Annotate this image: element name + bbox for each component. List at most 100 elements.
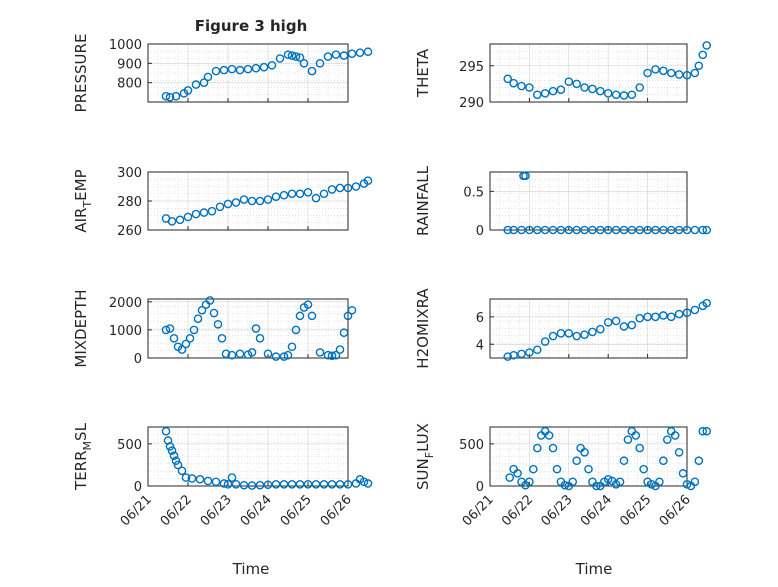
data-point [259,62,269,72]
y-label-subscript: F [423,452,436,458]
data-point [540,89,550,98]
data-point [603,474,613,484]
subplot-2: 290 295 THETA [414,41,712,111]
data-point [311,480,321,489]
data-point [532,90,542,100]
data-point [235,349,245,359]
x-tick-label: 06/25 [278,492,315,529]
plot-frame [147,43,349,103]
data-point [315,59,325,68]
data-point [552,464,562,474]
subplot-4: 0 0.5 RAINFALL [414,165,712,239]
data-point [659,456,668,466]
data-point [603,89,613,98]
data-point [203,476,213,486]
data-point [682,70,692,80]
data-point [580,447,589,457]
data-point [702,41,712,50]
data-point [619,91,629,100]
data-point [572,456,581,466]
data-point [351,182,361,191]
y-tick-label: 500 [459,438,484,453]
data-point [635,83,645,92]
data-point [295,311,305,321]
data-point [643,68,652,78]
data-point [183,86,193,95]
data-point [674,309,684,319]
data-point [363,479,373,488]
y-tick-label: 800 [117,77,142,92]
data-point [295,189,305,199]
plot-area [489,298,688,359]
x-axis-label-right: Time [575,560,613,578]
data-point [572,331,581,341]
data-point [532,345,542,355]
x-tick-label: 06/23 [539,492,576,529]
data-point [307,66,317,76]
data-point [548,443,558,453]
y-axis-label: THETA [414,48,432,98]
data-point [690,68,700,78]
data-point [347,305,357,315]
data-point [635,313,645,323]
data-point [335,183,345,193]
data-point [698,225,708,235]
y-tick-label: 0 [134,352,142,367]
data-point [165,442,175,451]
data-point [698,426,708,436]
y-label-main: THETA [414,48,432,98]
data-point [239,480,249,490]
x-tick-label: 06/26 [318,492,355,529]
x-tick-label: 06/21 [118,492,155,529]
plot-frame [489,298,688,359]
y-tick-label: 300 [117,166,142,181]
data-point [193,314,203,323]
x-tick-label: 06/24 [578,492,615,529]
subplot-1: 800 900 1000 PRESSURE [72,34,373,112]
data-point [243,64,253,74]
data-point [339,328,349,338]
y-axis-label: MIXDEPTH [72,289,90,367]
data-point [525,83,534,92]
data-point [299,59,309,68]
y-tick-label: 500 [117,438,142,453]
y-label-rest: SL [72,422,90,441]
data-point [195,474,205,484]
data-point [580,83,589,92]
data-point [548,86,558,96]
subplot-8: 0 500 SUNFLUX 06/21 06/22 06/23 06/24 06/25 06/2… [414,423,712,529]
data-point [287,480,297,489]
data-point [663,435,672,444]
data-point [327,480,337,489]
data-point [343,311,353,321]
y-tick-label: 1000 [109,38,142,53]
subplot-7: 0 500 TERRMSL 06/21 06/22 06/23 06/24 06/25 06/2… [72,422,373,529]
data-point [702,426,712,436]
data-point [670,431,680,440]
data-point [335,345,345,354]
y-label-subscript: M [81,441,94,451]
data-point [303,480,313,489]
y-tick-label: 0 [476,224,484,239]
data-point [185,334,195,343]
data-point [307,311,317,321]
data-point [207,206,217,216]
data-point [161,426,171,436]
data-point [211,66,221,76]
data-point [303,300,313,309]
data-point [283,350,293,360]
data-point [163,436,173,445]
data-point [279,480,289,489]
x-tick-label: 06/22 [158,492,195,529]
data-point [295,53,305,62]
data-point [666,312,676,322]
data-point [177,345,187,354]
data-point [509,78,518,88]
data-point [223,199,233,209]
data-point [619,456,629,466]
data-point [525,477,534,487]
y-tick-label: 6 [476,311,484,326]
y-axis-label: H2OMIXRA [414,288,432,369]
data-point [363,47,373,57]
data-point [235,65,245,75]
